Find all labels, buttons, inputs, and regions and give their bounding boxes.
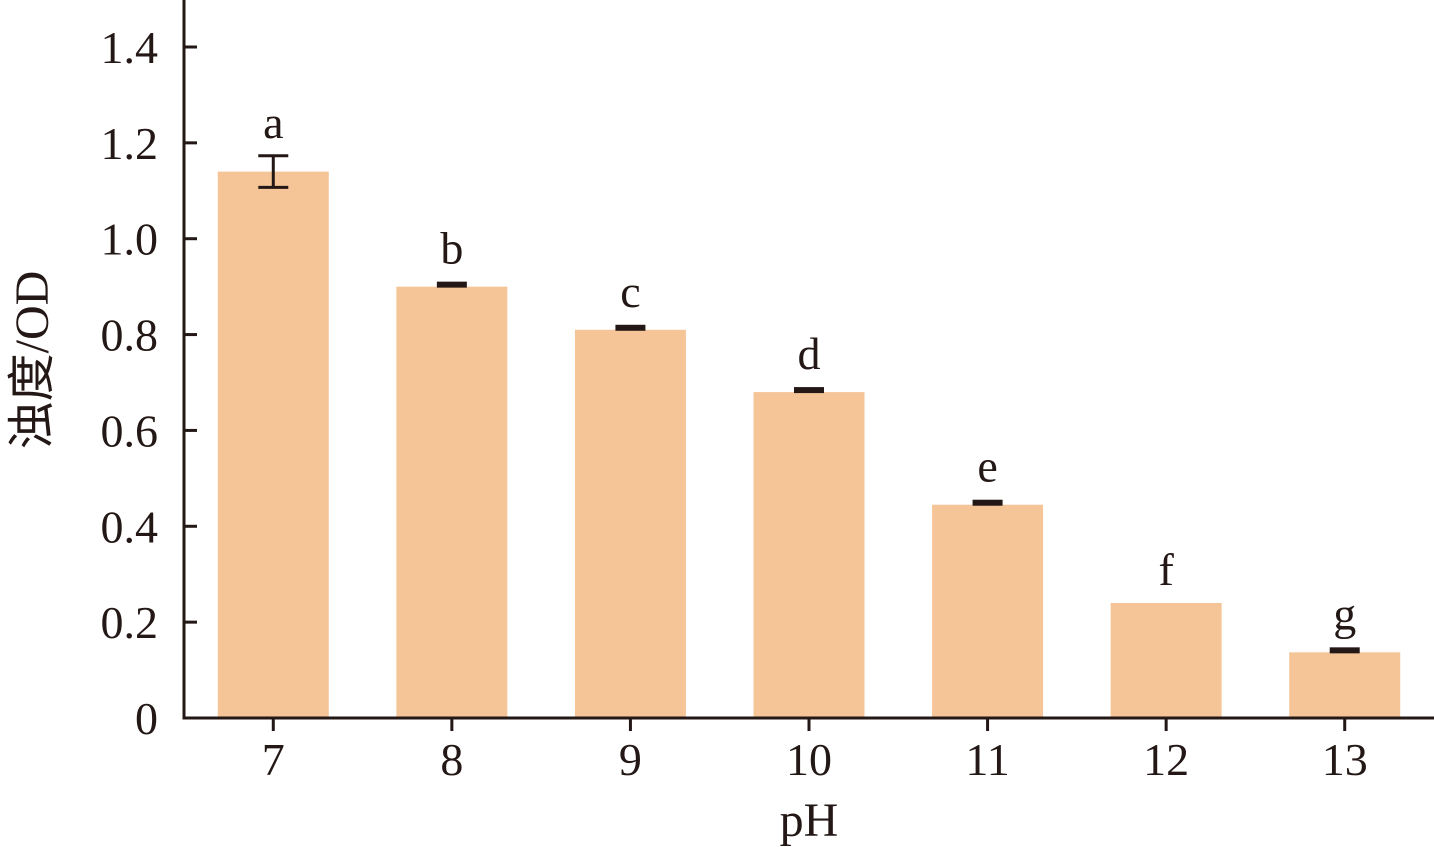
x-tick-label-12: 12: [1143, 734, 1189, 785]
y-tick-label-0.4: 0.4: [101, 501, 159, 552]
bar-7: [217, 171, 329, 719]
x-tick-label-7: 7: [262, 734, 285, 785]
significance-labels-group: a b c d e f g: [263, 97, 1356, 640]
bar-10: [753, 392, 865, 718]
x-tick-label-8: 8: [440, 734, 463, 785]
error-bar-10: [794, 387, 824, 394]
significance-label-11: e: [977, 441, 997, 492]
error-bar-13: [1329, 647, 1360, 654]
x-tick-label-10: 10: [786, 734, 832, 785]
significance-label-12: f: [1158, 544, 1174, 595]
bar-11: [932, 504, 1044, 718]
y-tick-label-1.0: 1.0: [101, 214, 159, 265]
y-tick-label-1.4: 1.4: [101, 22, 159, 73]
y-tick-label-0.2: 0.2: [101, 597, 159, 648]
y-tick-label-0: 0: [135, 693, 158, 744]
bar-12: [1110, 602, 1222, 718]
significance-label-10: d: [798, 328, 821, 379]
x-tick-label-11: 11: [965, 734, 1009, 785]
y-tick-label-0.8: 0.8: [101, 310, 159, 361]
bar-8: [396, 286, 508, 718]
error-bar-11: [972, 499, 1003, 506]
axes-group: 0 0.2 0.4 0.6 0.8 1.0 1.2 1.4 7 8 9 10 11 12 13: [101, 0, 1434, 785]
error-bar-9: [615, 324, 646, 331]
x-tick-label-13: 13: [1322, 734, 1368, 785]
error-bar-8: [436, 281, 467, 288]
x-tick-label-9: 9: [619, 734, 642, 785]
error-bars-group: [258, 154, 1360, 654]
significance-label-13: g: [1333, 588, 1356, 639]
significance-label-7: a: [263, 97, 283, 148]
significance-label-9: c: [620, 266, 640, 317]
y-tick-label-1.2: 1.2: [101, 118, 159, 169]
bar-13: [1289, 652, 1401, 718]
y-axis-title: 浊度/OD: [6, 271, 59, 450]
bar-9: [574, 329, 686, 718]
significance-label-8: b: [440, 223, 463, 274]
y-tick-label-0.6: 0.6: [101, 405, 159, 456]
x-axis-title: pH: [780, 794, 839, 847]
bars-group: [217, 171, 1401, 719]
